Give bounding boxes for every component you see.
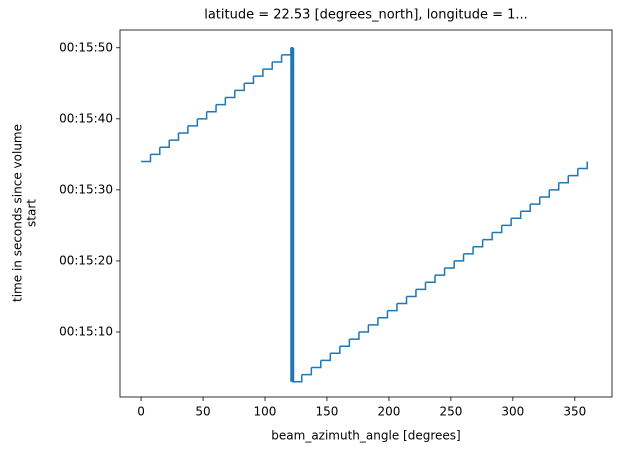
line-step	[511, 211, 522, 220]
line-step	[169, 133, 180, 141]
line-step	[492, 225, 503, 234]
line-step	[454, 253, 465, 262]
x-tick-label: 250	[439, 405, 462, 419]
line-step	[349, 331, 360, 340]
line-step	[415, 282, 427, 291]
y-tick-label: 00:15:30	[59, 182, 113, 196]
line-step	[244, 76, 255, 85]
line-step	[301, 367, 313, 376]
line-step	[530, 196, 541, 205]
y-tick-label: 00:15:40	[59, 111, 113, 125]
line-step	[501, 218, 512, 227]
x-tick-label: 200	[377, 405, 400, 419]
line-step	[272, 54, 283, 63]
line-step	[482, 232, 493, 241]
line-step	[387, 303, 398, 312]
y-tick-label: 00:15:50	[59, 40, 113, 54]
y-axis-label: time in seconds since volume start	[11, 124, 39, 302]
x-tick-label: 300	[501, 405, 524, 419]
line-step	[141, 154, 152, 163]
x-tick-label: 0	[137, 405, 145, 419]
line-step	[463, 246, 474, 255]
x-tick-label: 350	[563, 405, 586, 419]
line-step	[225, 90, 236, 99]
x-axis-label: beam_azimuth_angle [degrees]	[271, 429, 460, 443]
line-step	[406, 289, 417, 298]
line-step	[206, 104, 217, 113]
line-step	[568, 168, 579, 177]
line-step	[234, 83, 245, 92]
chart-title: latitude = 22.53 [degrees_north], longit…	[204, 8, 528, 23]
line-step	[368, 317, 379, 326]
line-step	[216, 97, 227, 106]
line-step	[549, 182, 560, 191]
line-step	[520, 204, 531, 212]
line-step	[358, 324, 370, 333]
line-step	[253, 69, 264, 77]
line-step	[281, 47, 292, 56]
x-tick-label: 150	[316, 405, 339, 419]
line-step	[197, 111, 208, 120]
line-step	[473, 239, 484, 248]
line-step	[330, 346, 341, 355]
line-step	[178, 125, 189, 134]
line-step	[187, 118, 199, 127]
line-step	[577, 161, 588, 170]
y-axis-label-line: start	[25, 199, 39, 227]
line-step	[425, 275, 436, 283]
x-tick-label: 100	[254, 405, 277, 419]
line-step	[435, 268, 446, 276]
line-step	[292, 374, 303, 383]
x-tick-label: 50	[195, 405, 210, 419]
line-step	[339, 339, 351, 347]
line-step	[262, 61, 273, 70]
line-step	[444, 260, 455, 269]
line-step	[159, 140, 170, 148]
y-tick-label: 00:15:10	[59, 324, 113, 338]
plot-frame	[119, 29, 613, 398]
line-step	[396, 296, 408, 305]
line-step	[377, 310, 389, 319]
line-step	[320, 353, 332, 362]
line-step	[539, 189, 551, 198]
line-step	[558, 175, 570, 184]
line-step	[311, 360, 322, 369]
line-step	[150, 147, 161, 156]
y-tick-label: 00:15:20	[59, 253, 113, 267]
y-axis-label-line: time in seconds since volume	[11, 124, 25, 302]
